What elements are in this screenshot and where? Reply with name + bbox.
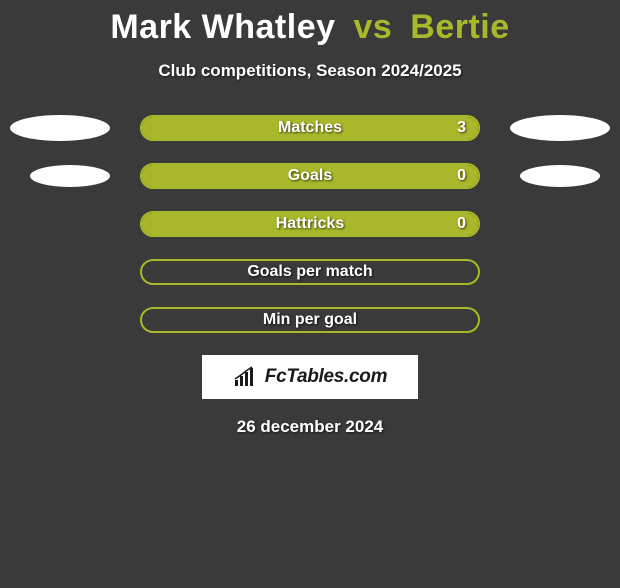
stat-label: Hattricks xyxy=(276,215,344,233)
stat-bar: Goals 0 xyxy=(140,163,480,189)
stat-value: 0 xyxy=(457,215,466,233)
right-badge xyxy=(510,115,610,141)
right-badge xyxy=(520,165,600,187)
stat-bar: Matches 3 xyxy=(140,115,480,141)
left-badge xyxy=(30,165,110,187)
stat-label: Min per goal xyxy=(263,311,357,329)
vs-separator: vs xyxy=(353,8,392,46)
stat-row: Hattricks 0 xyxy=(0,211,620,237)
stat-bar: Hattricks 0 xyxy=(140,211,480,237)
subtitle: Club competitions, Season 2024/2025 xyxy=(0,61,620,81)
stat-label: Matches xyxy=(278,119,342,137)
stat-row: Matches 3 xyxy=(0,115,620,141)
left-badge xyxy=(10,115,110,141)
stat-bar: Goals per match xyxy=(140,259,480,285)
brand-badge: FcTables.com xyxy=(202,355,418,399)
brand-text: FcTables.com xyxy=(265,366,387,388)
stat-value: 0 xyxy=(457,167,466,185)
player2-name: Bertie xyxy=(410,8,509,46)
chart-icon xyxy=(233,366,259,388)
stat-value: 3 xyxy=(457,119,466,137)
date-text: 26 december 2024 xyxy=(0,417,620,437)
stat-label: Goals xyxy=(288,167,332,185)
stat-bar: Min per goal xyxy=(140,307,480,333)
player1-name: Mark Whatley xyxy=(110,8,335,46)
stat-row: Goals 0 xyxy=(0,163,620,189)
stat-row: Min per goal xyxy=(0,307,620,333)
stat-row: Goals per match xyxy=(0,259,620,285)
comparison-title: Mark Whatley vs Bertie xyxy=(0,8,620,47)
stats-rows: Matches 3 Goals 0 Hattricks 0 Goals per match M… xyxy=(0,115,620,333)
stat-label: Goals per match xyxy=(247,263,372,281)
